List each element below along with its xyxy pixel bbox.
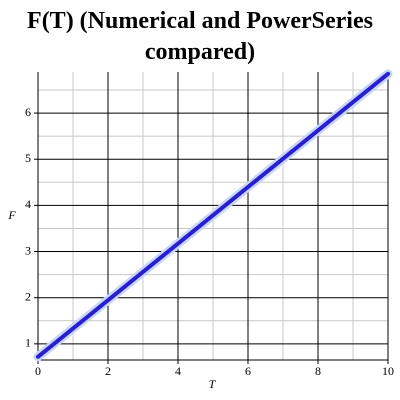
y-tick-label: 2	[25, 289, 31, 303]
y-tick-label: 3	[25, 243, 31, 257]
x-tick-label: 2	[105, 364, 111, 378]
chart-title: F(T) (Numerical and PowerSeries compared…	[27, 8, 373, 65]
x-tick-label: 10	[382, 364, 394, 378]
y-tick-label: 1	[25, 336, 31, 350]
data-line	[36, 71, 390, 359]
x-tick-label: 8	[315, 364, 321, 378]
y-tick-label: 4	[25, 197, 31, 211]
x-tick-label: 4	[175, 364, 181, 378]
x-tick-label: 0	[35, 364, 41, 378]
y-tick-label: 6	[25, 105, 31, 119]
x-tick-label: 6	[245, 364, 251, 378]
x-axis-label: T	[209, 377, 217, 391]
y-axis-label: F	[7, 208, 16, 222]
y-tick-label: 5	[25, 151, 31, 165]
